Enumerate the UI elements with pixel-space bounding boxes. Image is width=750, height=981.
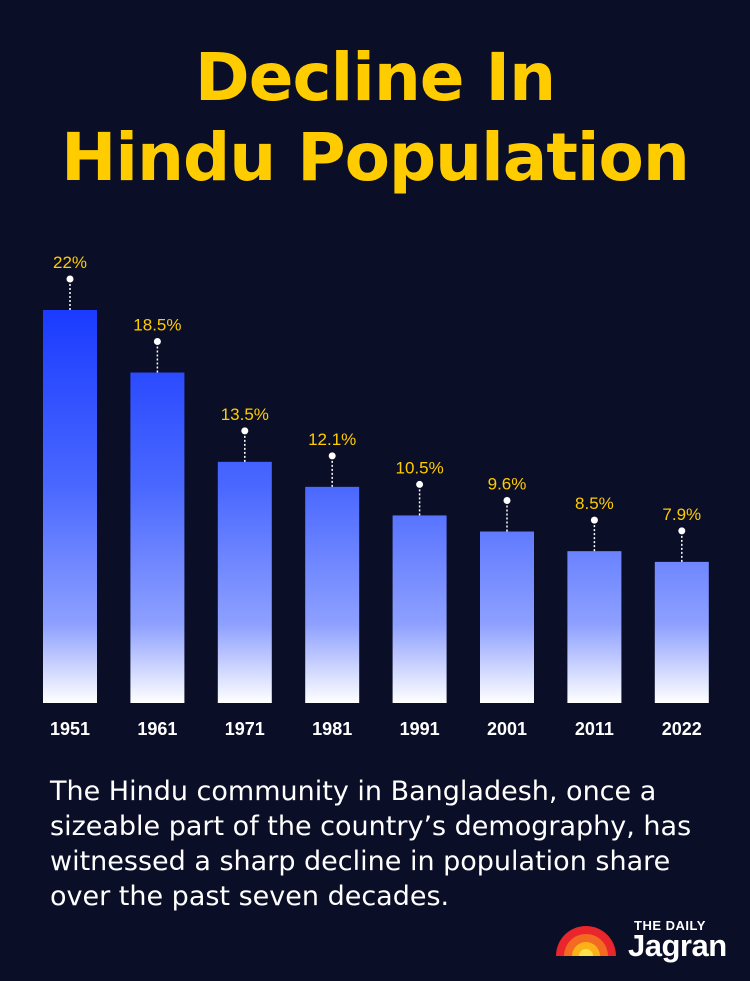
sun-logo-icon — [556, 926, 616, 956]
value-label-1961: 18.5% — [133, 316, 181, 335]
leader-dot-2001 — [503, 497, 511, 505]
title-line-2: Hindu Population — [61, 119, 690, 196]
leader-dot-2022 — [678, 527, 686, 535]
value-label-1951: 22% — [53, 253, 87, 272]
title-line-1: Decline In — [194, 39, 556, 116]
value-label-1991: 10.5% — [395, 458, 443, 477]
bar-1981 — [305, 486, 360, 703]
caption-text: The Hindu community in Bangladesh, once … — [50, 776, 692, 912]
value-label-1971: 13.5% — [221, 405, 269, 424]
category-label-1961: 1961 — [137, 719, 177, 739]
leader-dot-1951 — [66, 275, 74, 283]
bar-chart: 22% 1951 18.5% 1961 13.5% 1971 12.1% 1981 10.5% 1… — [43, 253, 709, 739]
leader-dot-1981 — [328, 452, 336, 460]
category-label-1991: 1991 — [400, 719, 440, 739]
category-label-2011: 2011 — [575, 719, 614, 739]
value-label-2011: 8.5% — [575, 494, 614, 513]
category-label-1951: 1951 — [50, 719, 90, 739]
category-label-2022: 2022 — [662, 719, 702, 739]
category-label-2001: 2001 — [487, 719, 527, 739]
bar-2011 — [567, 551, 622, 703]
value-label-1981: 12.1% — [308, 430, 356, 449]
leader-dot-1971 — [241, 427, 249, 435]
bar-1971 — [217, 461, 272, 703]
bars-group — [43, 310, 709, 703]
leader-dot-2011 — [590, 516, 598, 524]
category-label-1971: 1971 — [225, 719, 265, 739]
brand-logo: THE DAILY Jagran — [552, 912, 732, 972]
bar-2022 — [654, 561, 709, 703]
value-label-2022: 7.9% — [662, 505, 701, 524]
bar-1951 — [43, 310, 97, 703]
brand-main-text: Jagran — [628, 928, 727, 963]
bar-2001 — [480, 531, 534, 703]
brand-top-text: THE DAILY — [634, 918, 706, 933]
labels-group: 22% 1951 18.5% 1961 13.5% 1971 12.1% 1981 10.5% 1… — [50, 253, 702, 739]
category-label-1981: 1981 — [312, 719, 352, 739]
value-label-2001: 9.6% — [488, 475, 527, 494]
leader-dot-1961 — [153, 338, 161, 346]
bar-1961 — [130, 372, 185, 703]
bar-1991 — [392, 515, 447, 703]
leader-dot-1991 — [416, 480, 424, 488]
chart-title: Decline In Hindu Population — [0, 38, 750, 198]
